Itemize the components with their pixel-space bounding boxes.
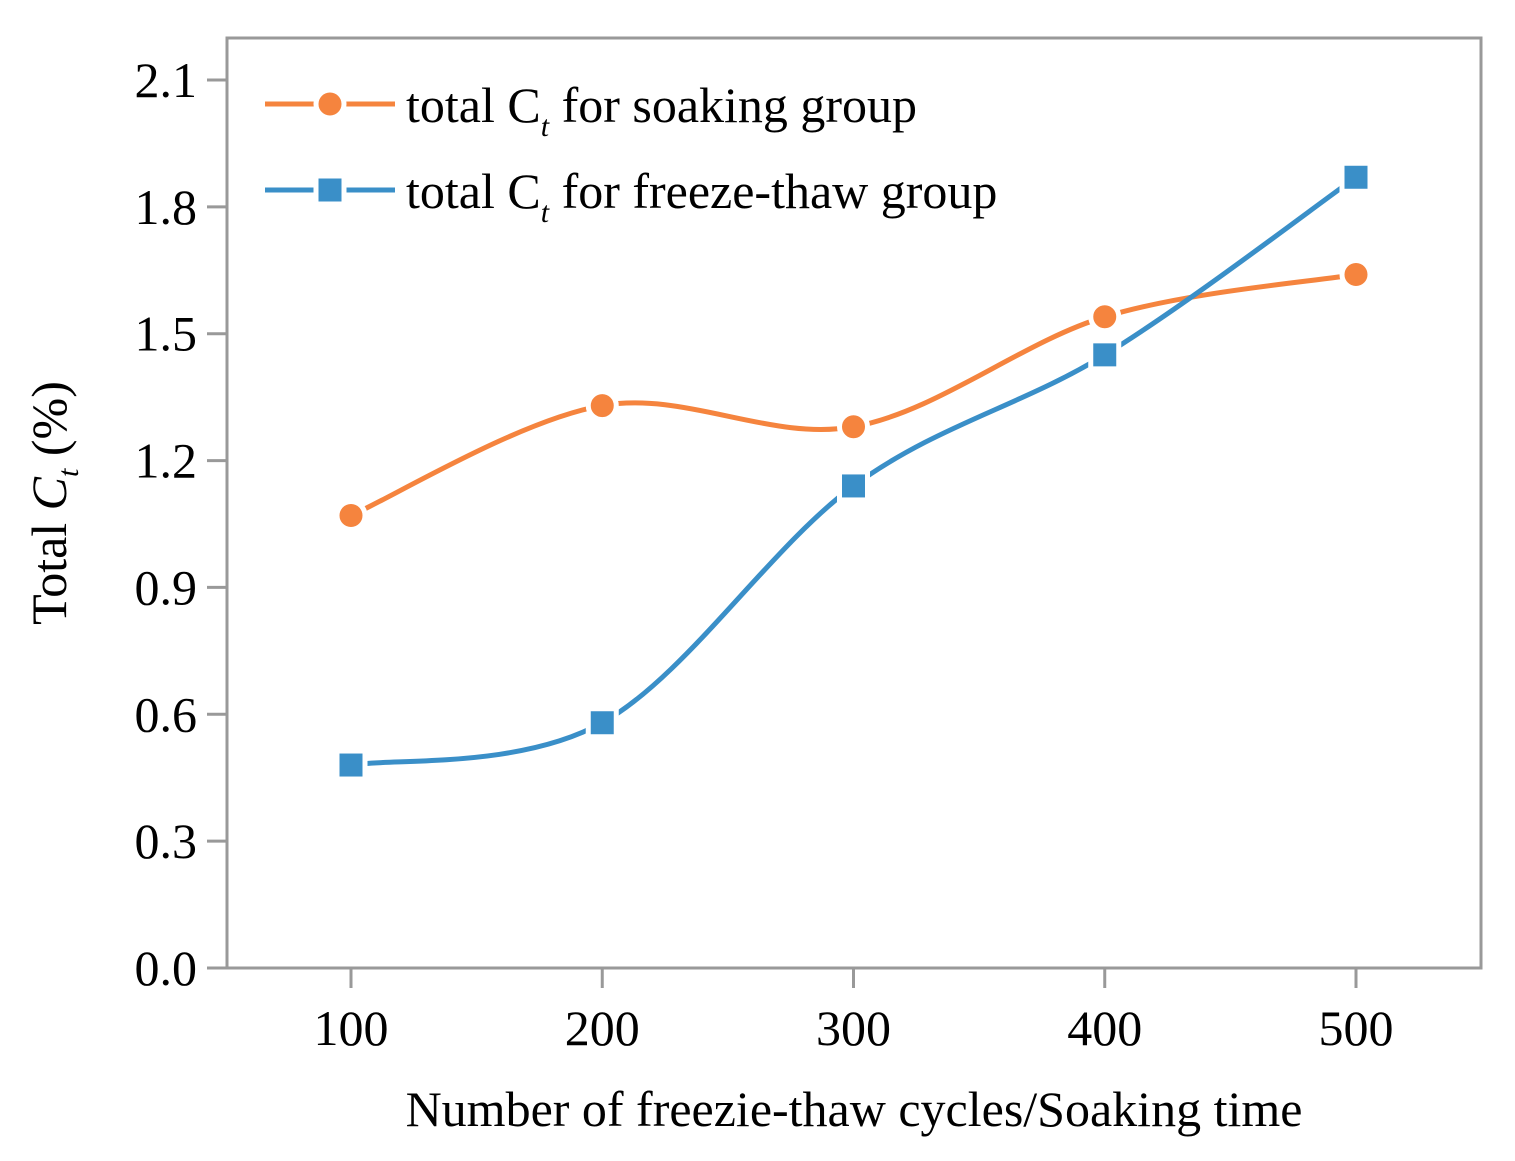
data-point — [1339, 258, 1373, 292]
x-axis-title: Number of freezie-thaw cycles/Soaking ti… — [406, 1081, 1303, 1137]
legend-label-prefix: total C — [406, 163, 541, 219]
x-tick-label: 300 — [816, 1000, 891, 1056]
legend-item: total Ct for freeze-thaw group — [265, 163, 997, 229]
data-point — [837, 410, 870, 444]
legend-label-sub: t — [541, 196, 550, 229]
data-point — [1088, 300, 1122, 334]
y-tick-label: 0.9 — [135, 559, 198, 615]
y-tick-label: 1.2 — [135, 433, 198, 489]
data-point — [1088, 338, 1122, 372]
legend-label-suffix: for soaking group — [549, 77, 917, 133]
legend-label-prefix: total C — [406, 77, 541, 133]
data-point — [585, 706, 619, 740]
data-point — [1339, 160, 1373, 194]
y-tick-label: 0.3 — [135, 813, 198, 869]
y-axis: 0.0 0.3 0.6 0.9 1.2 1.5 1.8 2.1 — [135, 52, 227, 996]
x-tick-label: 500 — [1319, 1000, 1394, 1056]
x-tick-label: 400 — [1067, 1000, 1142, 1056]
y-tick-label: 2.1 — [135, 52, 198, 108]
y-tick-label: 1.5 — [135, 306, 198, 362]
x-axis: 100 200 300 400 500 — [314, 968, 1394, 1056]
data-point — [837, 469, 870, 503]
x-tick-label: 100 — [314, 1000, 389, 1056]
legend-label-sub: t — [541, 110, 550, 143]
legend-label: total Ct for freeze-thaw group — [406, 163, 997, 229]
y-tick-label: 0.6 — [135, 686, 198, 742]
y-tick-label: 1.8 — [135, 179, 198, 235]
x-tick-label: 200 — [565, 1000, 640, 1056]
y-tick-label: 0.0 — [135, 940, 198, 996]
series-soaking — [334, 258, 1373, 533]
series-freeze-thaw — [334, 160, 1373, 782]
legend-marker — [313, 173, 347, 207]
legend-label-suffix: for freeze-thaw group — [549, 163, 997, 219]
legend-label: total Ct for soaking group — [406, 77, 917, 143]
data-point — [585, 389, 619, 423]
series-layer — [334, 160, 1373, 782]
y-axis-title: Total Ct (%) — [21, 381, 85, 625]
data-point — [334, 748, 368, 782]
data-point — [334, 499, 368, 533]
legend-marker — [313, 87, 347, 121]
legend-item: total Ct for soaking group — [265, 77, 917, 143]
